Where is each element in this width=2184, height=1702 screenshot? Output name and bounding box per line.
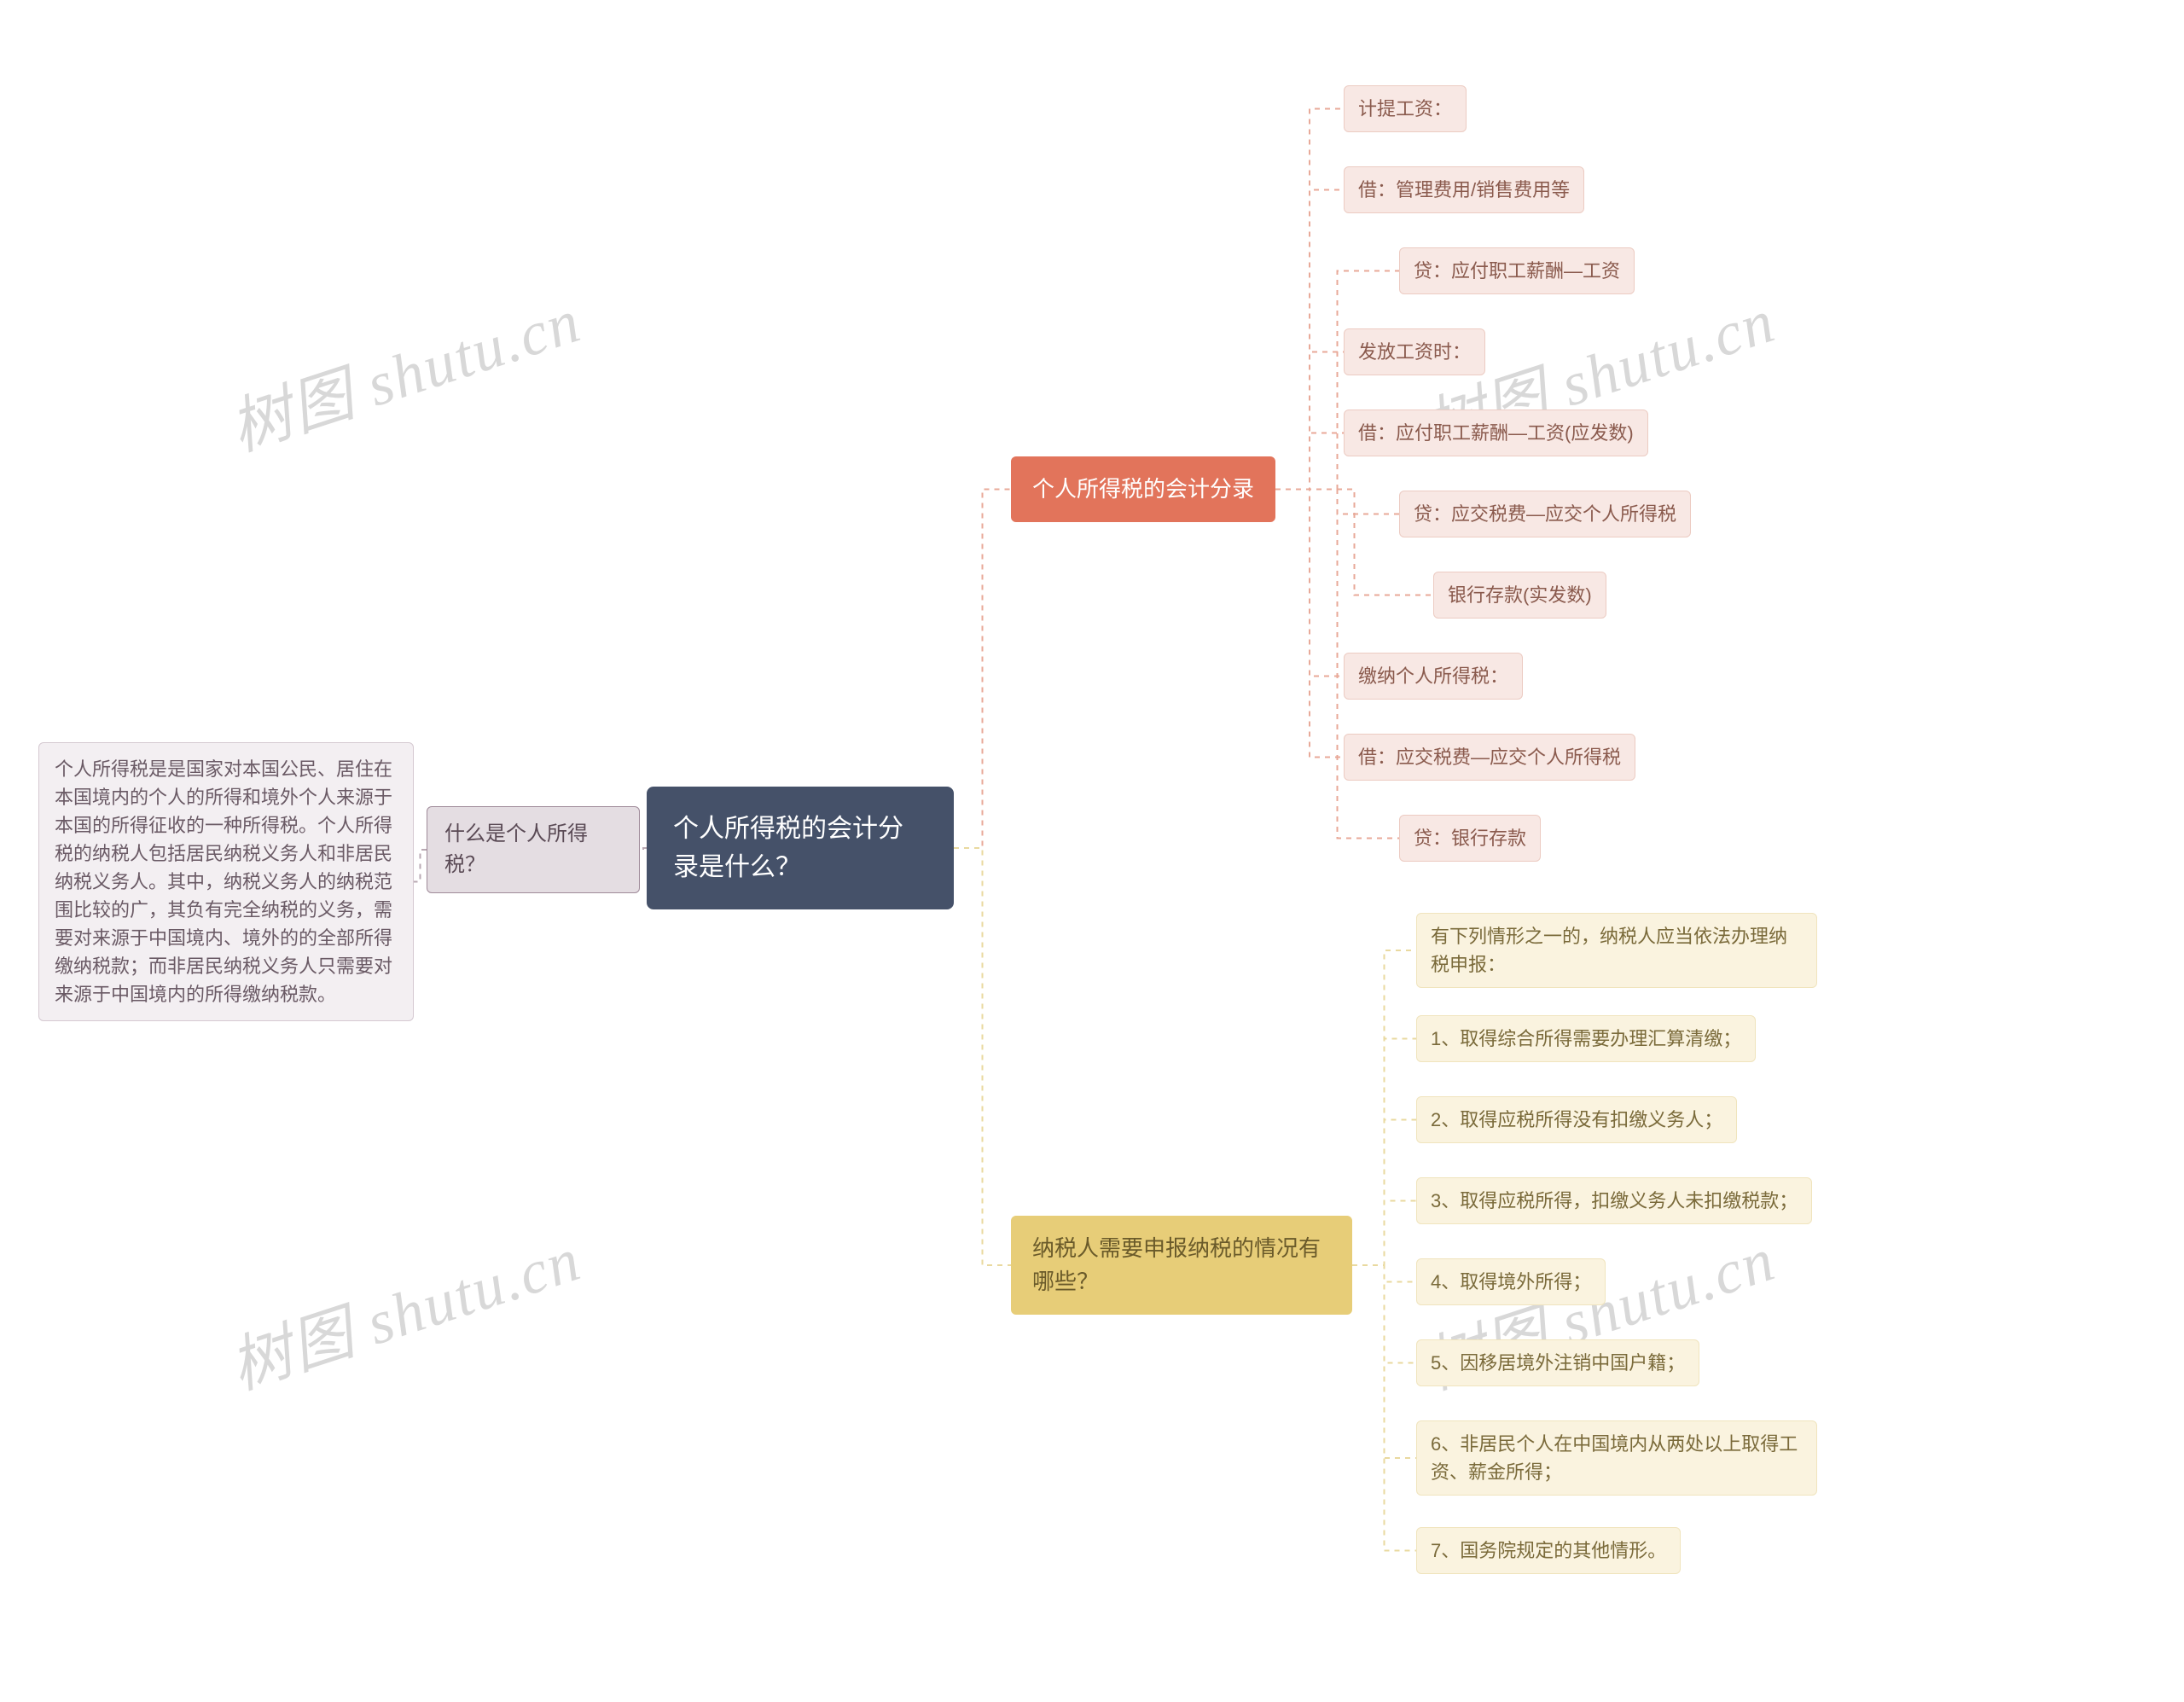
leaf-entry: 发放工资时： xyxy=(1344,328,1485,375)
leaf-situation: 3、取得应税所得，扣缴义务人未扣缴税款； xyxy=(1416,1177,1812,1224)
leaf-entry: 银行存款(实发数) xyxy=(1433,572,1606,619)
branch-what-is-tax: 什么是个人所得税？ xyxy=(427,806,640,893)
leaf-entry: 贷：应交税费—应交个人所得税 xyxy=(1399,491,1691,537)
branch-declare-situations: 纳税人需要申报纳税的情况有哪些？ xyxy=(1011,1216,1352,1315)
leaf-situation: 1、取得综合所得需要办理汇算清缴； xyxy=(1416,1015,1756,1062)
leaf-entry: 借：应付职工薪酬—工资(应发数) xyxy=(1344,410,1648,456)
leaf-what-is-tax-desc: 个人所得税是是国家对本国公民、居住在本国境内的个人的所得和境外个人来源于本国的所… xyxy=(38,742,414,1021)
leaf-entry: 贷：应付职工薪酬—工资 xyxy=(1399,247,1635,294)
leaf-entry: 借：管理费用/销售费用等 xyxy=(1344,166,1584,213)
leaf-entry: 缴纳个人所得税： xyxy=(1344,653,1523,700)
leaf-entry: 贷：银行存款 xyxy=(1399,815,1541,862)
leaf-entry: 计提工资： xyxy=(1344,85,1467,132)
leaf-situation: 有下列情形之一的，纳税人应当依法办理纳税申报： xyxy=(1416,913,1817,988)
leaf-situation: 2、取得应税所得没有扣缴义务人； xyxy=(1416,1096,1737,1143)
root-node: 个人所得税的会计分录是什么？ xyxy=(647,787,954,909)
leaf-situation: 4、取得境外所得； xyxy=(1416,1258,1606,1305)
watermark: 树图 shutu.cn xyxy=(217,1209,590,1406)
branch-accounting-entries: 个人所得税的会计分录 xyxy=(1011,456,1275,522)
watermark: 树图 shutu.cn xyxy=(217,270,590,468)
leaf-entry: 借：应交税费—应交个人所得税 xyxy=(1344,734,1635,781)
leaf-situation: 6、非居民个人在中国境内从两处以上取得工资、薪金所得； xyxy=(1416,1420,1817,1496)
leaf-situation: 5、因移居境外注销中国户籍； xyxy=(1416,1339,1699,1386)
leaf-situation: 7、国务院规定的其他情形。 xyxy=(1416,1527,1681,1574)
